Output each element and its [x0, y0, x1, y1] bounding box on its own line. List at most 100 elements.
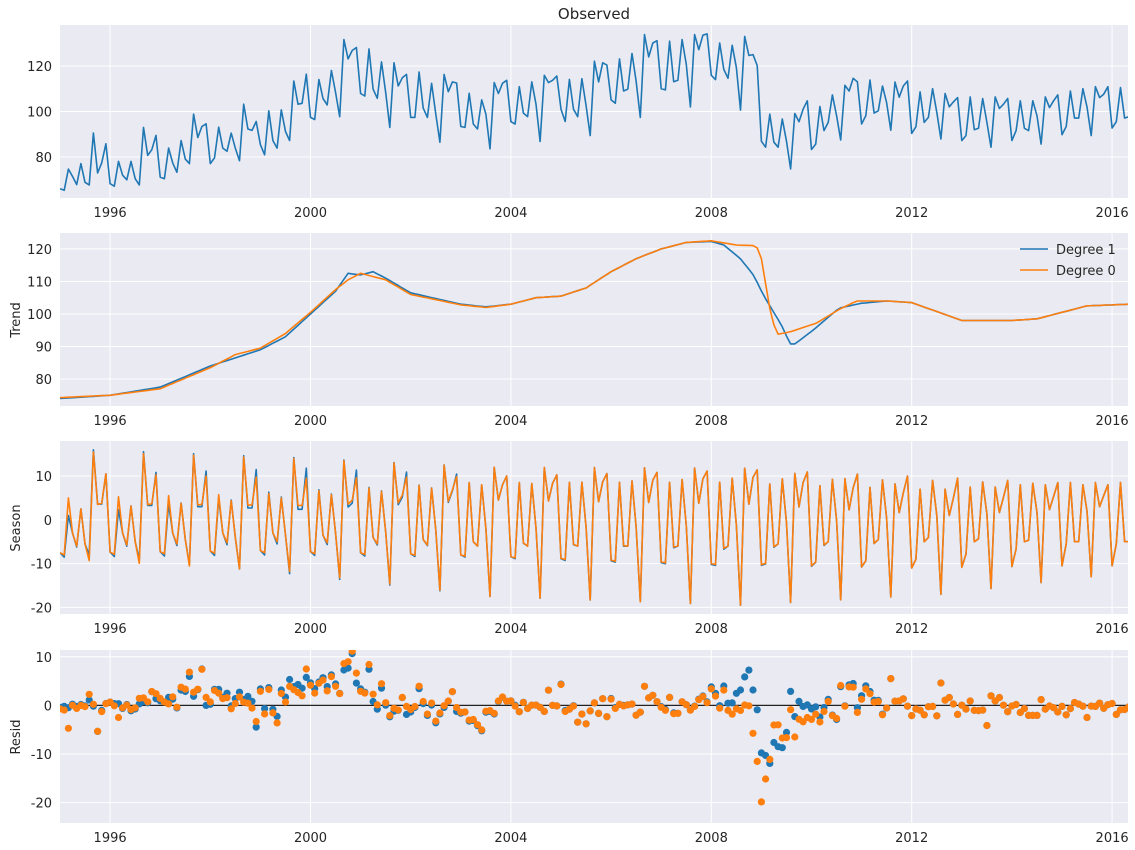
resid-degree0-point	[929, 702, 937, 711]
resid-degree0-point	[311, 689, 319, 697]
resid-degree0-point	[64, 724, 72, 732]
observed-line	[60, 33, 1128, 192]
trend-legend: Degree 1 Degree 0	[1020, 243, 1116, 279]
resid-degree0-point	[736, 706, 745, 715]
resid-degree1-point	[787, 687, 795, 696]
resid-degree0-point	[1108, 699, 1116, 708]
x-tick-label: 2012	[895, 622, 928, 637]
resid-degree0-point	[110, 702, 118, 710]
resid-degree0-point	[398, 693, 406, 702]
resid-degree0-point	[1012, 700, 1020, 709]
x-tick-label: 2012	[895, 414, 928, 429]
resid-degree0-point	[377, 680, 386, 688]
resid-ylabel: Resid	[9, 719, 24, 754]
resid-degree0-point	[98, 708, 106, 716]
observed-marks	[60, 33, 1128, 192]
resid-plot-area	[60, 650, 1128, 823]
resid-degree0-point	[423, 710, 431, 718]
resid-degree0-point	[298, 692, 306, 700]
resid-degree0-point	[599, 695, 607, 703]
resid-degree0-point	[544, 686, 553, 694]
season-degree0-line	[60, 451, 1128, 606]
resid-degree0-point	[81, 703, 89, 711]
resid-degree0-point	[473, 721, 482, 729]
resid-degree0-point	[849, 683, 857, 691]
legend-degree1-label: Degree 1	[1056, 243, 1116, 258]
y-tick-label: 110	[27, 275, 52, 290]
x-tick-label: 2012	[895, 831, 928, 846]
resid-degree0-point	[256, 687, 264, 695]
y-tick-label: 10	[35, 470, 52, 485]
trend-panel: 1996 2000 2004 2008 2012 2016 80 90 100 110 120	[27, 233, 1129, 429]
resid-degree0-point	[461, 708, 469, 716]
resid-degree0-point	[265, 685, 273, 694]
resid-degree0-point	[332, 682, 340, 690]
resid-degree0-point	[807, 715, 816, 724]
resid-degree0-point	[453, 703, 461, 712]
resid-degree0-point	[519, 698, 528, 707]
resid-degree0-point	[1096, 699, 1104, 707]
y-tick-label: -10	[31, 558, 52, 573]
resid-degree0-point	[185, 668, 193, 676]
resid-degree0-point	[123, 701, 131, 709]
resid-degree0-point	[661, 706, 670, 714]
resid-degree0-point	[114, 713, 123, 722]
resid-degree0-point	[691, 702, 699, 711]
resid-degree1-point	[728, 699, 736, 707]
resid-degree0-point	[1037, 696, 1045, 704]
x-tick-label: 1996	[94, 414, 127, 429]
resid-degree0-point	[557, 680, 565, 689]
resid-degree0-point	[762, 775, 770, 783]
x-tick-label: 2008	[695, 206, 728, 221]
resid-degree0-point	[603, 713, 611, 721]
resid-degree0-point	[607, 695, 615, 703]
resid-degree1-point	[812, 703, 820, 711]
resid-degree0-point	[874, 697, 882, 706]
resid-degree0-point	[490, 709, 498, 717]
resid-degree0-point	[916, 706, 924, 714]
resid-degree0-point	[674, 709, 682, 717]
resid-degree0-point	[937, 679, 945, 687]
resid-degree0-point	[1066, 705, 1074, 713]
resid-degree0-point	[194, 685, 202, 693]
resid-degree1-point	[302, 673, 310, 682]
resid-degree0-point	[365, 660, 373, 669]
x-tick-label: 2004	[494, 622, 527, 637]
resid-degree0-point	[728, 710, 736, 718]
resid-degree0-point	[666, 693, 674, 702]
resid-degree1-point	[782, 728, 791, 737]
resid-degree0-point	[749, 729, 757, 737]
resid-degree0-point	[1033, 711, 1041, 720]
resid-degree0-point	[415, 682, 423, 690]
resid-degree0-point	[202, 693, 210, 702]
y-tick-label: 120	[27, 243, 52, 258]
resid-degree1-point	[778, 744, 786, 752]
resid-degree0-point	[511, 702, 519, 710]
resid-degree0-point	[878, 711, 887, 719]
resid-degree0-point	[181, 685, 189, 693]
resid-degree0-point	[336, 690, 344, 698]
x-tick-label: 2004	[494, 414, 527, 429]
trend-plot-area	[60, 233, 1128, 406]
resid-degree1-point	[745, 666, 753, 674]
resid-degree0-point	[987, 692, 995, 700]
resid-degree0-point	[999, 701, 1008, 709]
resid-degree0-point	[231, 699, 239, 708]
resid-degree0-point	[586, 707, 594, 715]
resid-degree1-point	[749, 686, 757, 694]
resid-degree0-point	[757, 798, 766, 806]
y-tick-label: 0	[44, 699, 52, 714]
resid-degree0-point	[682, 701, 690, 709]
resid-degree0-point	[1112, 710, 1120, 719]
resid-degree0-point	[766, 755, 774, 764]
resid-degree0-point	[699, 693, 707, 701]
season-panel: 1996 2000 2004 2008 2012 2016 -20 -10 0 10	[31, 441, 1129, 637]
x-tick-label: 2016	[1096, 622, 1129, 637]
x-tick-label: 2008	[695, 414, 728, 429]
resid-degree0-point	[824, 697, 832, 706]
resid-degree1-point	[352, 679, 360, 687]
resid-degree0-point	[820, 707, 828, 716]
resid-degree0-point	[369, 690, 377, 698]
